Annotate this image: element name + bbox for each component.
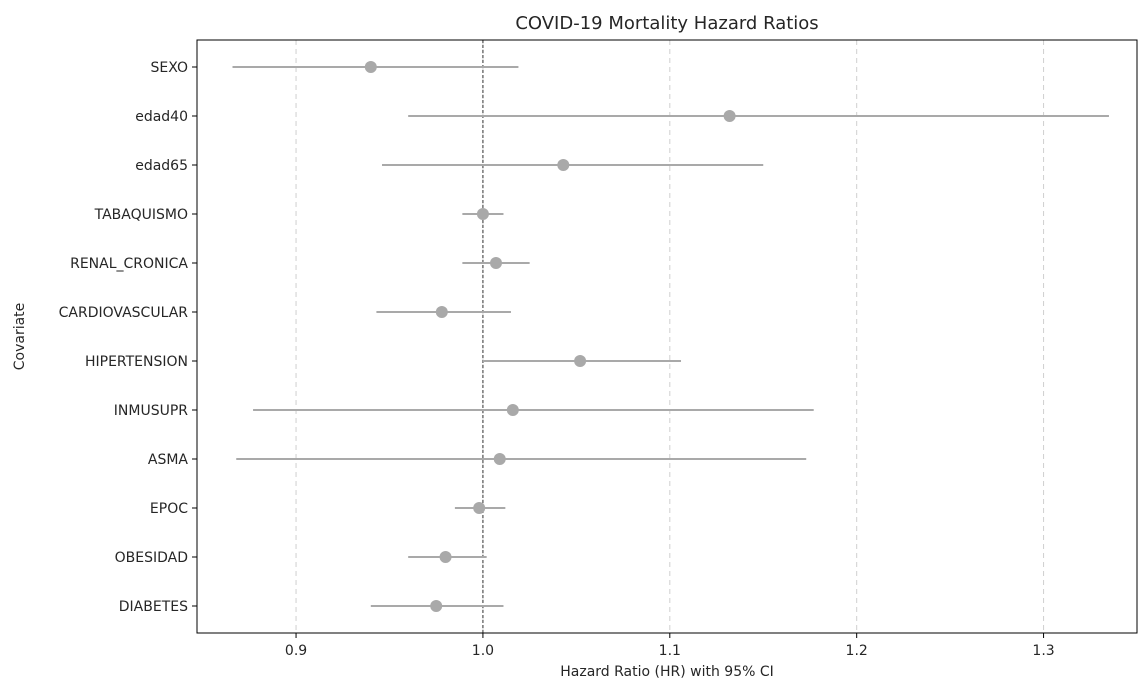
y-tick-label: TABAQUISMO	[94, 207, 188, 223]
y-tick-label: DIABETES	[119, 599, 188, 615]
x-tick-label: 1.3	[1032, 643, 1054, 659]
x-axis-label: Hazard Ratio (HR) with 95% CI	[560, 664, 774, 680]
hr-point	[506, 404, 519, 416]
data-series	[232, 61, 1109, 612]
y-tick-label: RENAL_CRONICA	[70, 256, 188, 272]
hr-point	[473, 502, 486, 514]
x-tick-label: 1.0	[472, 643, 494, 659]
hr-point	[723, 110, 736, 122]
x-tick-label: 1.2	[846, 643, 868, 659]
y-tick-label: SEXO	[151, 60, 188, 76]
hr-point	[574, 355, 587, 367]
y-axis-label: Covariate	[12, 303, 28, 371]
x-tick-label: 1.1	[659, 643, 681, 659]
y-tick-label: OBESIDAD	[115, 550, 188, 566]
y-axis: SEXO edad40 edad65 TABAQUISMO RENAL_CRONICA C…	[59, 60, 197, 615]
x-tick-label: 0.9	[285, 643, 307, 659]
y-tick-label: CARDIOVASCULAR	[59, 305, 189, 321]
y-tick-label: INMUSUPR	[114, 403, 189, 419]
hr-point	[435, 306, 448, 318]
y-tick-label: edad40	[135, 109, 188, 125]
plot-frame	[196, 39, 1138, 634]
hr-point	[439, 551, 452, 563]
y-tick-label: edad65	[135, 158, 188, 174]
x-axis: 0.9 1.0 1.1 1.2 1.3	[285, 633, 1055, 659]
hr-point	[490, 257, 503, 269]
hr-point	[476, 208, 489, 220]
hr-point	[364, 61, 377, 73]
y-tick-label: ASMA	[148, 452, 189, 468]
grid-lines	[295, 40, 1045, 633]
chart-title: COVID-19 Mortality Hazard Ratios	[515, 13, 818, 34]
y-tick-label: EPOC	[150, 501, 188, 517]
hr-point	[430, 600, 443, 612]
hr-point	[493, 453, 506, 465]
y-tick-label: HIPERTENSION	[85, 354, 188, 370]
hr-point	[557, 159, 570, 171]
